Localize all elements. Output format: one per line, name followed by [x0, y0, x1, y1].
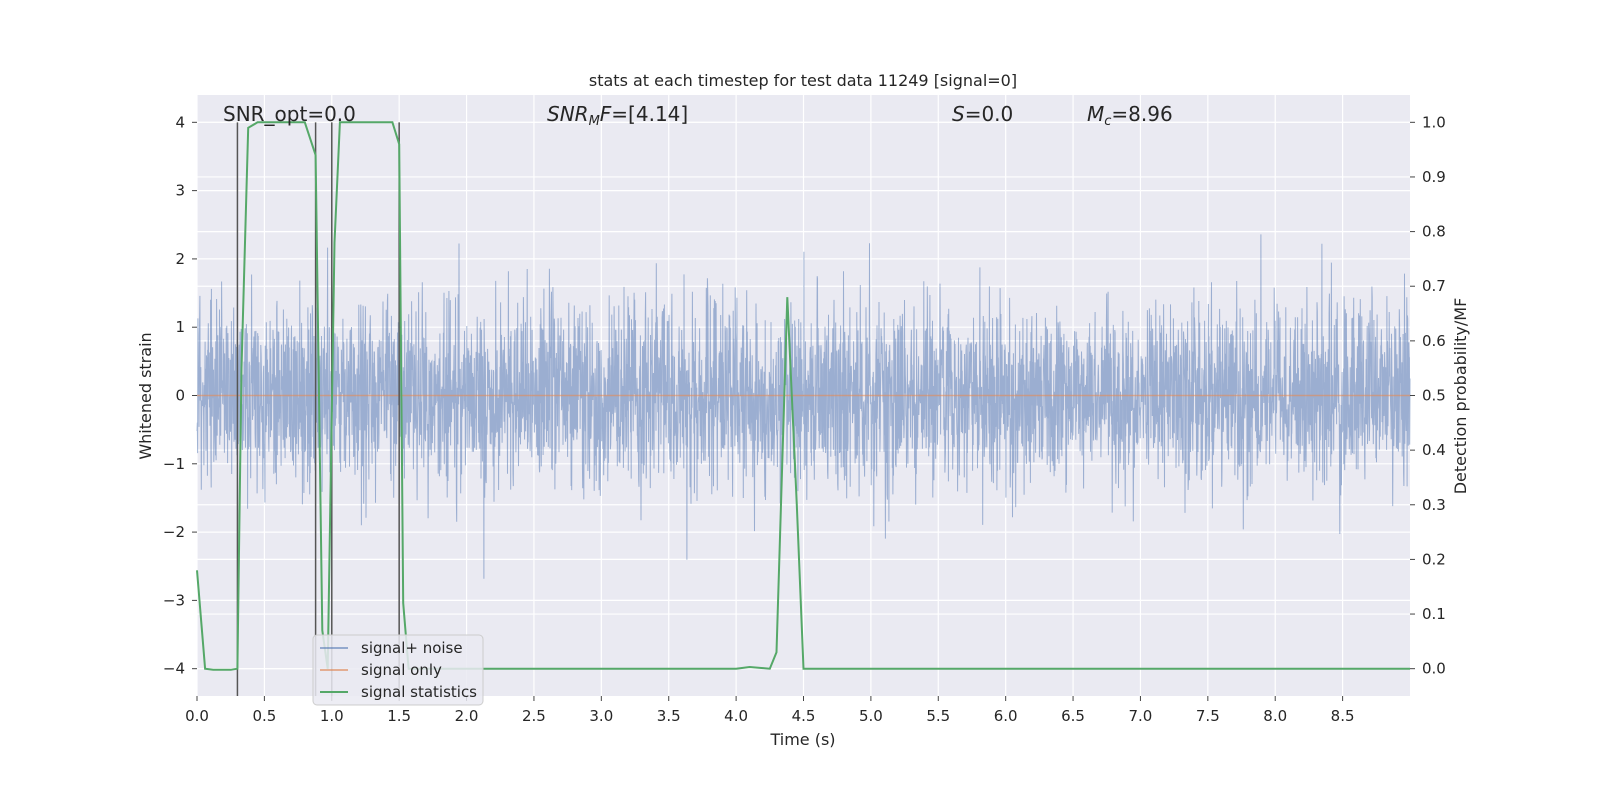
y-right-tick-label: 0.3 — [1422, 496, 1446, 514]
tick-labels: 0.0 0.5 1.0 1.5 2.0 2.5 3.0 3.5 4.0 4.5 5.0 5.5 6.0 6… — [163, 113, 1446, 725]
x-tick-label: 7.0 — [1129, 707, 1153, 725]
x-tick-label: 2.5 — [522, 707, 546, 725]
x-tick-label: 0.5 — [252, 707, 276, 725]
x-tick-label: 4.5 — [792, 707, 816, 725]
y-right-tick-label: 0.6 — [1422, 332, 1446, 350]
x-tick-label: 1.5 — [387, 707, 411, 725]
x-axis-label: Time (s) — [769, 730, 835, 749]
y-tick-label: 3 — [175, 182, 185, 200]
legend-box — [312, 634, 484, 706]
x-tick-label: 6.5 — [1061, 707, 1085, 725]
legend: signal+ noise signal only signal statist… — [312, 634, 484, 706]
x-tick-label: 8.5 — [1331, 707, 1355, 725]
x-tick-label: 5.0 — [859, 707, 883, 725]
annotation-s: S=0.0 — [952, 102, 1013, 126]
x-tick-label: 6.0 — [994, 707, 1018, 725]
y-right-tick-label: 0.5 — [1422, 387, 1446, 405]
series-signal-statistics — [196, 121, 1410, 671]
statistics-line — [196, 121, 1410, 671]
x-tick-label: 3.0 — [589, 707, 613, 725]
y-right-tick-label: 1.0 — [1422, 113, 1446, 131]
x-tick-label: 2.0 — [455, 707, 479, 725]
y-right-tick-label: 0.1 — [1422, 605, 1446, 623]
y-tick-label: −2 — [163, 523, 185, 541]
y-right-tick-label: 0.7 — [1422, 277, 1446, 295]
y-tick-label: −1 — [163, 455, 185, 473]
x-tick-label: 8.0 — [1263, 707, 1287, 725]
y-axis-label: Whitened strain — [136, 332, 155, 459]
chart-title: stats at each timestep for test data 112… — [589, 71, 1017, 90]
y-right-tick-label: 0.4 — [1422, 441, 1446, 459]
legend-label-signal-only: signal only — [361, 661, 442, 679]
annotation-snr-mf: SNRMF=[4.14] — [547, 102, 688, 129]
x-tick-label: 4.0 — [724, 707, 748, 725]
x-tick-label: 7.5 — [1196, 707, 1220, 725]
x-tick-label: 1.0 — [320, 707, 344, 725]
y-tick-label: −4 — [163, 660, 185, 678]
y-tick-label: 0 — [175, 387, 185, 405]
y-tick-label: −3 — [163, 591, 185, 609]
y-tick-label: 1 — [175, 318, 185, 336]
y-axis-label-right: Detection probability/MF — [1451, 298, 1470, 495]
x-tick-label: 5.5 — [926, 707, 950, 725]
annotation-mc: Mc=8.96 — [1087, 102, 1173, 129]
legend-label-statistics: signal statistics — [361, 683, 477, 701]
y-right-tick-label: 0.8 — [1422, 223, 1446, 241]
y-right-tick-label: 0.9 — [1422, 168, 1446, 186]
y-right-tick-label: 0.0 — [1422, 660, 1446, 678]
annotation-snr-opt: SNR_opt=0.0 — [223, 102, 356, 126]
y-tick-label: 2 — [175, 250, 185, 268]
y-tick-label: 4 — [175, 113, 185, 131]
y-right-tick-label: 0.2 — [1422, 550, 1446, 568]
legend-label-noise: signal+ noise — [361, 639, 463, 657]
x-tick-label: 0.0 — [185, 707, 209, 725]
x-tick-label: 3.5 — [657, 707, 681, 725]
